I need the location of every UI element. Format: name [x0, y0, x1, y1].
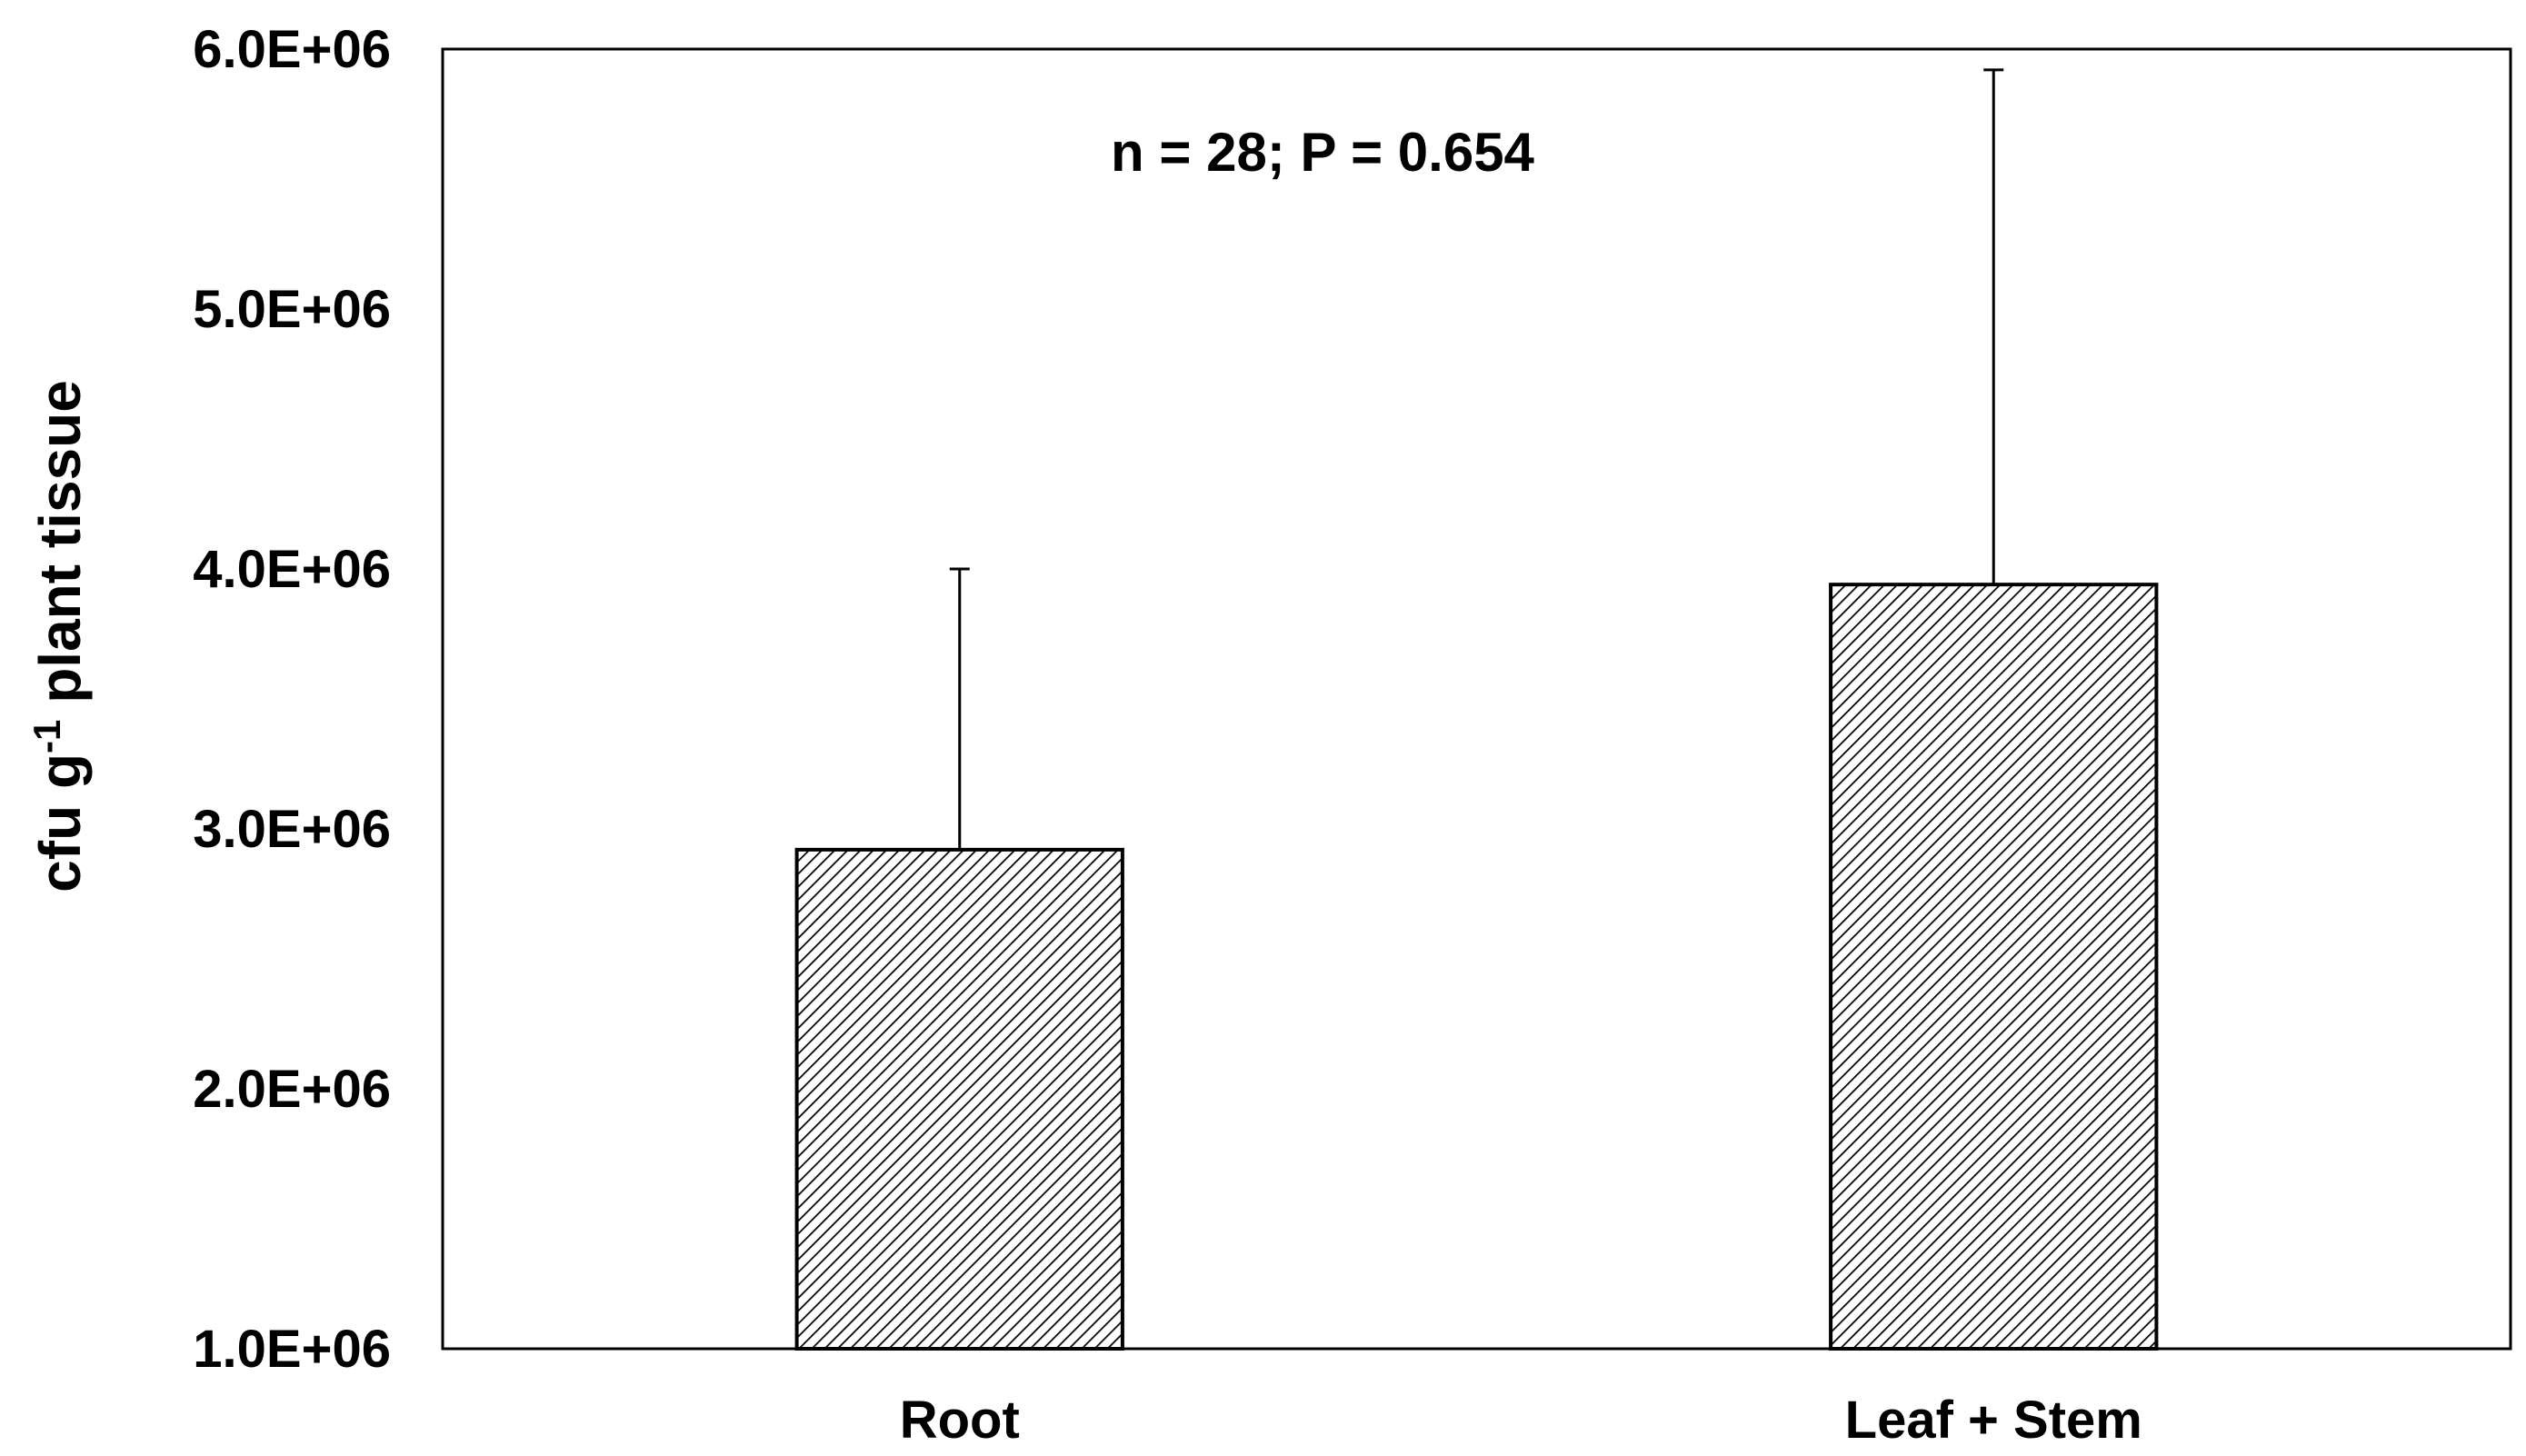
- y-tick-label: 3.0E+06: [193, 800, 391, 859]
- plot-area-frame: [441, 47, 2512, 1351]
- stats-annotation: n = 28; P = 0.654: [1111, 122, 1535, 183]
- x-tick-label: Root: [900, 1391, 1020, 1450]
- bar: [794, 847, 1124, 1351]
- x-axis-tick-labels: Root Leaf + Stem: [900, 1391, 2142, 1450]
- y-axis-title-prefix: cfu g: [27, 753, 93, 893]
- y-tick-label: 5.0E+06: [193, 280, 391, 339]
- bars: [794, 68, 2159, 1351]
- y-axis-title: cfu g-1 plant tissue: [25, 380, 93, 893]
- y-tick-label: 1.0E+06: [193, 1320, 391, 1379]
- y-axis-title-suffix: plant tissue: [27, 380, 93, 719]
- y-tick-label: 4.0E+06: [193, 540, 391, 599]
- y-axis-title-superscript: -1: [25, 720, 68, 753]
- bar: [1829, 583, 2159, 1351]
- y-tick-label: 2.0E+06: [193, 1060, 391, 1119]
- y-axis-ticks: 1.0E+06 2.0E+06 3.0E+06 4.0E+06 5.0E+06 6.0E+…: [193, 20, 391, 1379]
- y-tick-label: 6.0E+06: [193, 20, 391, 79]
- x-tick-label: Leaf + Stem: [1845, 1391, 2142, 1450]
